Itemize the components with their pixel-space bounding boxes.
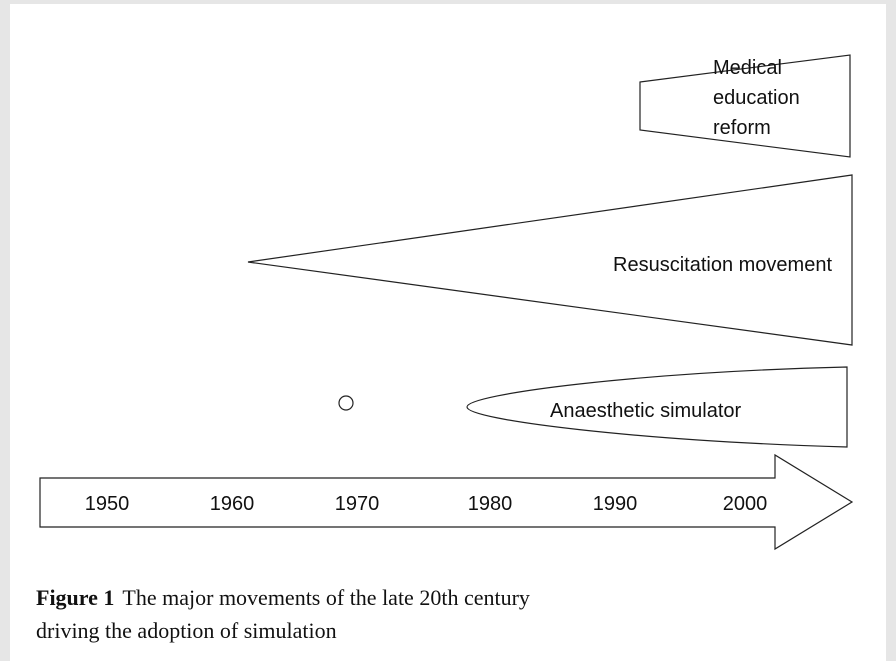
reform-shape xyxy=(639,54,851,158)
timeline-years: 1950 1960 1970 1980 1990 2000 xyxy=(85,493,768,515)
shape-label: education xyxy=(713,87,800,109)
caption-line: driving the adoption of simulation xyxy=(36,618,337,643)
year-label: 1950 xyxy=(85,493,130,515)
shape-label: Medical xyxy=(713,57,782,79)
caption-line: Figure 1 The major movements of the late … xyxy=(36,585,530,610)
circle-marker xyxy=(338,395,354,411)
resuscitation-shape xyxy=(247,174,853,346)
year-label: 1990 xyxy=(593,493,638,515)
year-label: 1960 xyxy=(210,493,255,515)
shape-label: Resuscitation movement xyxy=(613,254,832,276)
year-label: 1970 xyxy=(335,493,380,515)
year-label: 2000 xyxy=(723,493,768,515)
timeline-arrow xyxy=(39,453,854,551)
shape-label: reform xyxy=(713,117,771,139)
year-label: 1980 xyxy=(468,493,513,515)
caption-text: The major movements of the late 20th cen… xyxy=(122,585,529,610)
anaesthetic-shape xyxy=(466,366,848,448)
caption-label: Figure 1 xyxy=(36,585,114,610)
shape-label: Anaesthetic simulator xyxy=(550,400,742,422)
